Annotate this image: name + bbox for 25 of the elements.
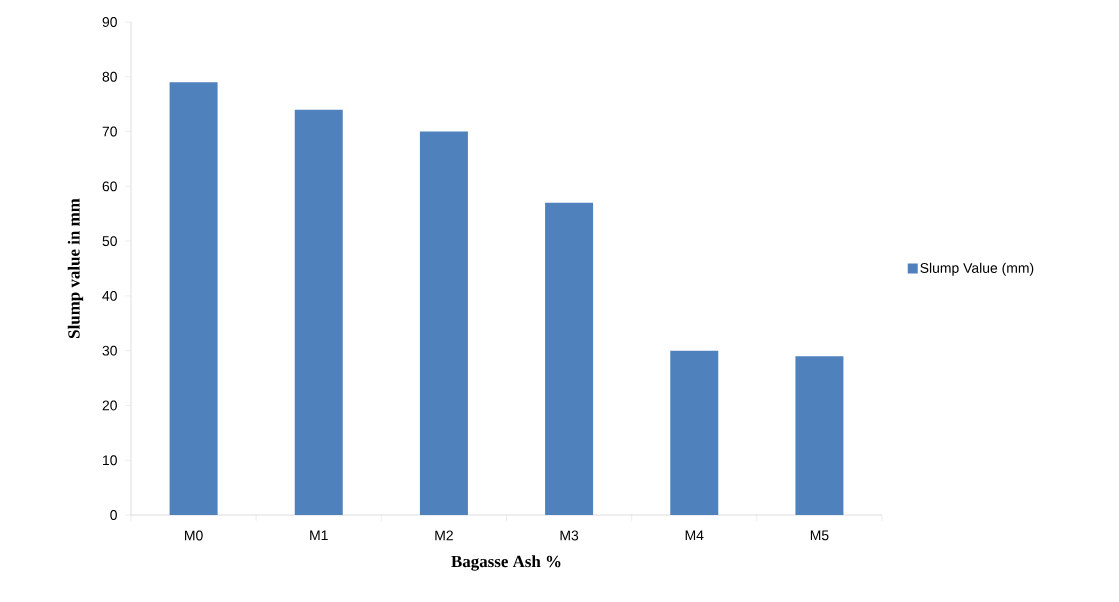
x-tick-label: M4 — [685, 530, 704, 541]
y-tick-label: 80 — [102, 71, 117, 82]
y-tick-label: 30 — [102, 345, 117, 356]
y-tick-label: 50 — [102, 236, 117, 247]
y-tick-label: 60 — [102, 181, 117, 192]
y-tick-label: 90 — [102, 17, 117, 27]
x-tick-label: M3 — [560, 530, 579, 541]
bar — [795, 356, 844, 515]
y-tick-label: 40 — [102, 290, 117, 301]
y-axis-title: Slump value in mm — [67, 198, 84, 338]
bar — [169, 82, 218, 515]
legend-label: Slump Value (mm) — [920, 262, 1034, 276]
y-tick-label: 0 — [110, 510, 117, 520]
x-axis-title: Bagasse Ash % — [451, 555, 561, 571]
y-tick-label: 70 — [102, 126, 117, 137]
x-tick-label: M2 — [435, 530, 453, 541]
bar — [294, 109, 343, 515]
y-tick-label: 10 — [103, 455, 117, 466]
bar — [670, 350, 719, 515]
x-tick-label: M0 — [185, 530, 203, 541]
x-tick-label: M5 — [810, 530, 829, 541]
bar — [545, 202, 594, 515]
bar — [419, 131, 468, 515]
y-tick-label: 20 — [102, 400, 117, 411]
x-tick-label: M1 — [310, 530, 328, 541]
